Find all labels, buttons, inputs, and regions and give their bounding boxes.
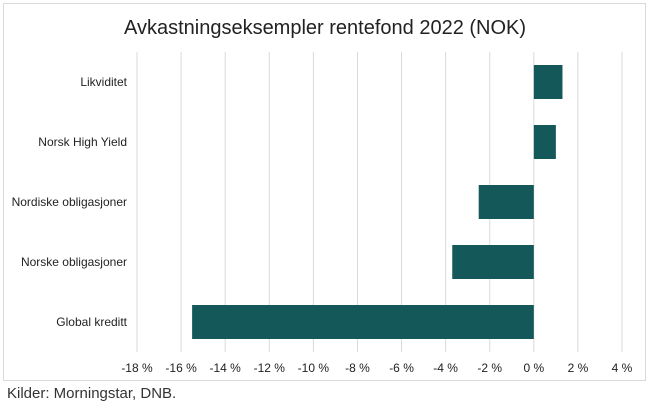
chart-title: Avkastningseksempler rentefond 2022 (NOK… [124, 17, 526, 39]
category-labels: Likviditet Norsk High Yield Nordiske oblig… [12, 75, 128, 329]
source-note: Kilder: Morningstar, DNB. [7, 385, 177, 402]
x-tick-label: -16 % [165, 361, 197, 375]
x-tick-label: -8 % [345, 361, 370, 375]
bar [533, 65, 563, 99]
category-label: Nordiske obligasjoner [12, 195, 127, 209]
bars [192, 65, 563, 339]
category-label: Global kreditt [56, 315, 127, 329]
x-tick-label: -2 % [477, 361, 502, 375]
x-tick-label: 0 % [523, 361, 544, 375]
x-tick-label: -18 % [121, 361, 153, 375]
bar [192, 305, 534, 339]
x-tick-label: -6 % [389, 361, 414, 375]
category-label: Likviditet [80, 75, 127, 89]
bar [533, 125, 556, 159]
x-axis-tick-labels: -18 % -16 % -14 % -12 % -10 % -8 % -6 % -4 % -2 … [121, 361, 632, 375]
category-label: Norske obligasjoner [21, 255, 127, 269]
x-tick-label: 2 % [568, 361, 589, 375]
bar [452, 245, 534, 279]
x-tick-label: -12 % [254, 361, 286, 375]
chart: Avkastningseksempler rentefond 2022 (NOK… [12, 17, 633, 375]
category-label: Norsk High Yield [38, 135, 127, 149]
x-tick-label: -10 % [298, 361, 330, 375]
x-tick-label: -4 % [433, 361, 458, 375]
x-tick-label: -14 % [210, 361, 242, 375]
bar [478, 185, 534, 219]
x-tick-label: 4 % [612, 361, 633, 375]
